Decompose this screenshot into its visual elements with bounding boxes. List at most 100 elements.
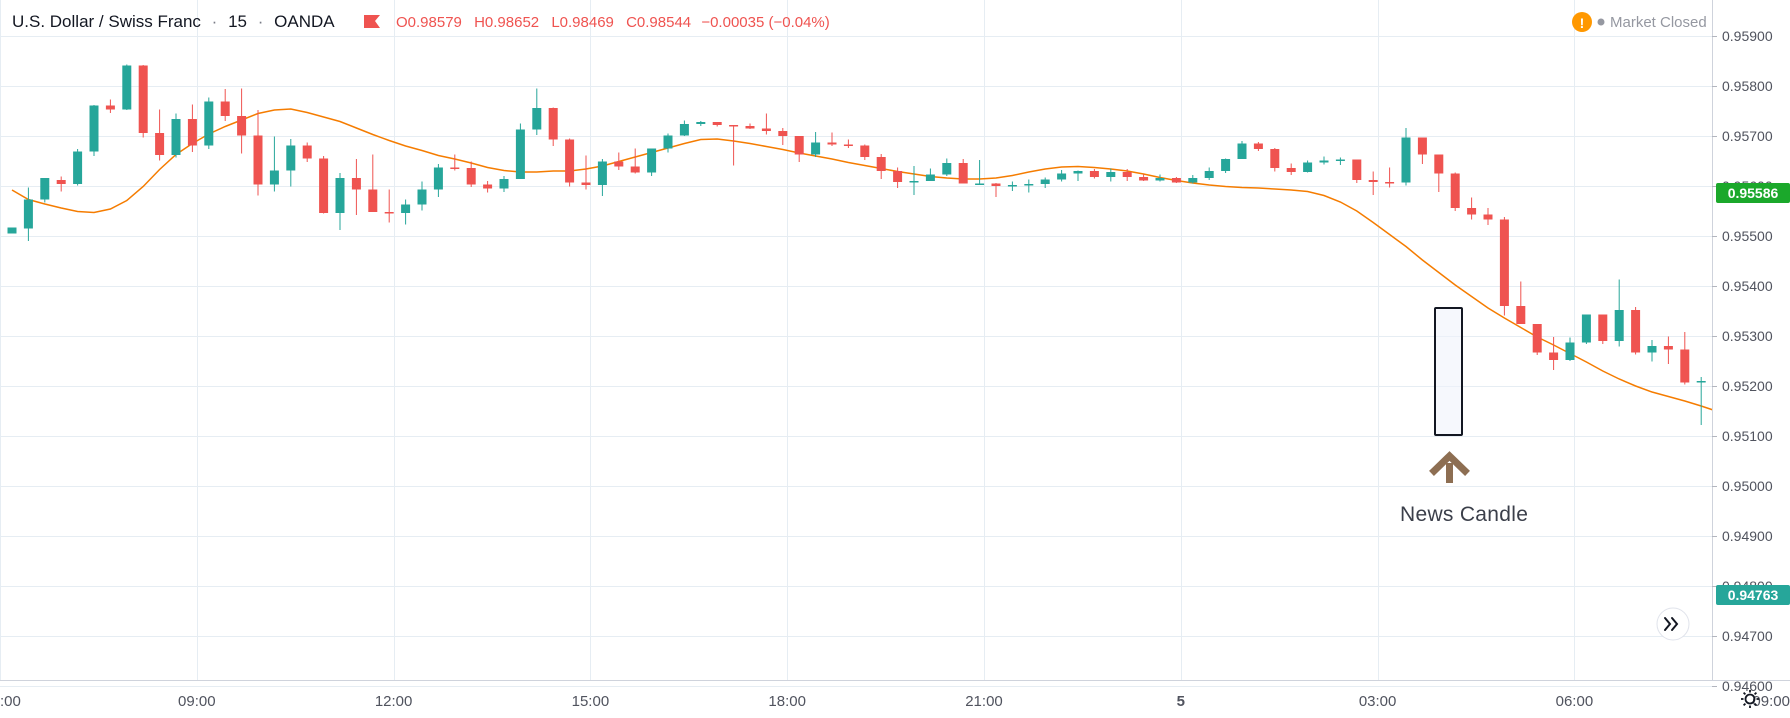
scroll-to-realtime-button[interactable] [1657, 608, 1689, 640]
candle[interactable] [1188, 175, 1197, 184]
candle[interactable] [1369, 172, 1378, 196]
candle[interactable] [1303, 161, 1312, 173]
candle[interactable] [1172, 177, 1181, 183]
candles-layer[interactable] [8, 65, 1790, 635]
candle[interactable] [1352, 160, 1361, 184]
flag-icon[interactable] [364, 15, 380, 28]
candle[interactable] [1238, 141, 1247, 159]
candle[interactable] [1418, 138, 1427, 165]
candle[interactable] [57, 177, 66, 192]
candle[interactable] [926, 169, 935, 182]
candle[interactable] [582, 156, 591, 190]
candle[interactable] [500, 176, 509, 192]
candle[interactable] [352, 159, 361, 215]
candle[interactable] [647, 149, 656, 177]
candle[interactable] [1484, 208, 1493, 225]
candle[interactable] [336, 173, 345, 230]
candle[interactable] [319, 156, 328, 214]
candle[interactable] [401, 200, 410, 225]
candle[interactable] [696, 121, 705, 126]
candle[interactable] [1582, 315, 1591, 345]
candle[interactable] [483, 181, 492, 193]
candle[interactable] [975, 160, 984, 185]
candle[interactable] [1254, 142, 1263, 151]
candle[interactable] [844, 140, 853, 149]
candle[interactable] [664, 134, 673, 153]
candle[interactable] [1205, 168, 1214, 181]
candle[interactable] [631, 149, 640, 174]
candle[interactable] [204, 98, 213, 150]
candle[interactable] [1090, 169, 1099, 179]
candle[interactable] [1106, 169, 1115, 182]
candle[interactable] [877, 154, 886, 179]
candle[interactable] [680, 121, 689, 137]
candle[interactable] [762, 114, 771, 135]
candle[interactable] [1648, 340, 1657, 362]
candle[interactable] [532, 89, 541, 136]
candle[interactable] [155, 110, 164, 161]
candle[interactable] [1631, 307, 1640, 355]
candle[interactable] [172, 114, 181, 158]
candle[interactable] [860, 145, 869, 161]
candle[interactable] [237, 89, 246, 154]
candle[interactable] [73, 149, 82, 186]
candle[interactable] [942, 159, 951, 177]
candle[interactable] [286, 139, 295, 187]
candle[interactable] [746, 124, 755, 130]
candle[interactable] [221, 89, 230, 121]
candle[interactable] [368, 155, 377, 213]
candle[interactable] [1451, 173, 1460, 212]
candle[interactable] [1697, 377, 1706, 425]
candle[interactable] [450, 155, 459, 171]
candle[interactable] [1615, 280, 1624, 347]
candle[interactable] [106, 100, 115, 114]
candle[interactable] [959, 159, 968, 184]
candle[interactable] [1549, 337, 1558, 370]
candle[interactable] [1008, 182, 1017, 192]
candle[interactable] [1566, 338, 1575, 362]
candle[interactable] [434, 164, 443, 197]
candle[interactable] [303, 143, 312, 163]
candle[interactable] [992, 183, 1001, 197]
candle[interactable] [1221, 159, 1230, 174]
candle[interactable] [1500, 217, 1509, 316]
candle[interactable] [1680, 332, 1689, 385]
candle[interactable] [729, 125, 738, 166]
candle[interactable] [90, 105, 99, 156]
candle[interactable] [1336, 158, 1345, 166]
candle[interactable] [254, 110, 263, 196]
candle[interactable] [1385, 168, 1394, 188]
candle[interactable] [122, 65, 131, 111]
candle[interactable] [385, 190, 394, 223]
candle[interactable] [40, 178, 49, 203]
candle[interactable] [270, 137, 279, 192]
candle[interactable] [1516, 282, 1525, 325]
candle[interactable] [8, 228, 17, 234]
candle[interactable] [1467, 198, 1476, 220]
candle[interactable] [1270, 148, 1279, 172]
candle[interactable] [467, 162, 476, 188]
candle[interactable] [910, 166, 919, 195]
candle[interactable] [795, 136, 804, 162]
market-status[interactable]: ! Market Closed [1572, 12, 1707, 32]
candle[interactable] [1156, 175, 1165, 182]
candle[interactable] [418, 182, 427, 211]
candle[interactable] [811, 132, 820, 157]
candle[interactable] [1074, 171, 1083, 182]
candle[interactable] [713, 122, 722, 127]
candle[interactable] [828, 133, 837, 147]
candle[interactable] [1057, 170, 1066, 182]
candle[interactable] [549, 108, 558, 147]
candle[interactable] [1533, 324, 1542, 355]
candle[interactable] [1598, 315, 1607, 345]
candle[interactable] [139, 65, 148, 138]
candle[interactable] [1664, 337, 1673, 365]
candle[interactable] [598, 159, 607, 196]
candle[interactable] [1320, 157, 1329, 165]
candle[interactable] [188, 105, 197, 153]
candle[interactable] [516, 124, 525, 180]
candle[interactable] [565, 139, 574, 187]
candle[interactable] [1287, 164, 1296, 176]
